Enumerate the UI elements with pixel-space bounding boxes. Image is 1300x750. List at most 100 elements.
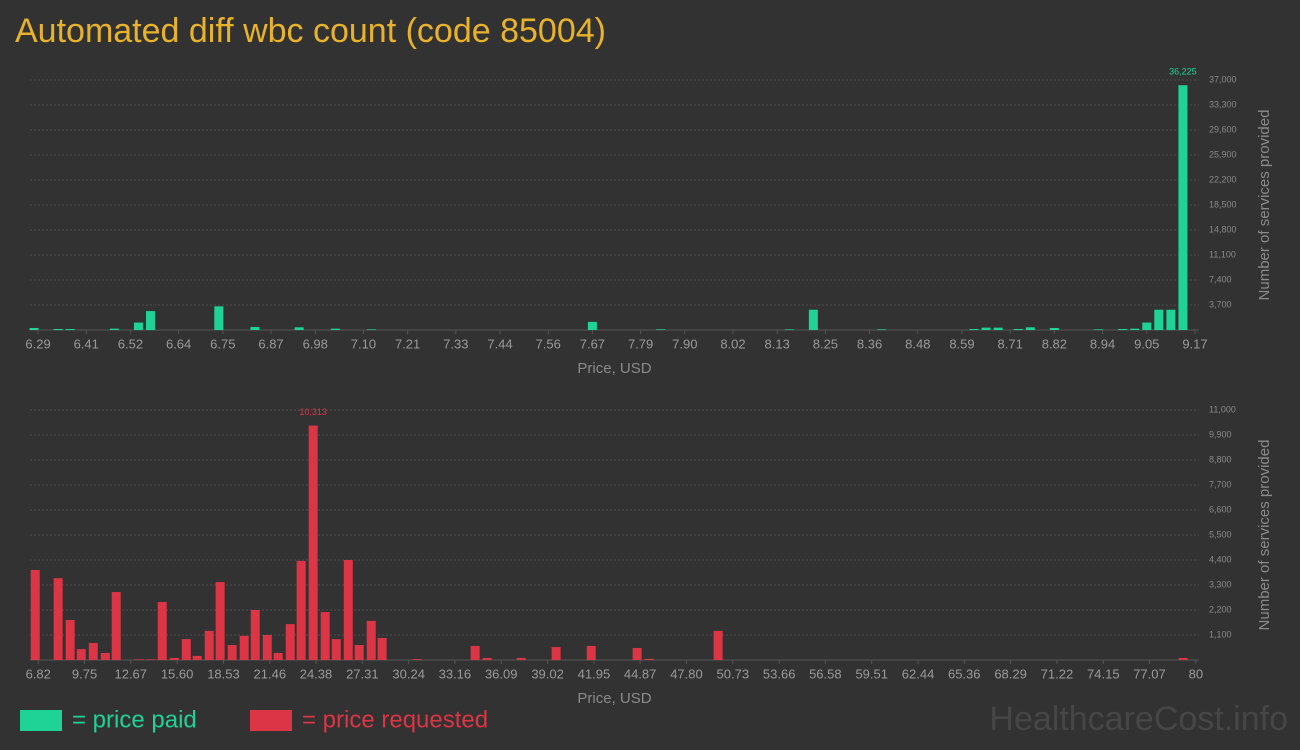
bar — [169, 657, 179, 660]
x-tick-label: 7.79 — [628, 336, 653, 351]
bar — [330, 328, 340, 330]
y-tick-label: 11,000 — [1209, 404, 1236, 414]
x-tick-label: 8.25 — [813, 336, 838, 351]
bar — [181, 639, 191, 660]
bar — [1049, 327, 1059, 330]
x-tick-label: 6.87 — [258, 336, 283, 351]
x-tick-label: 7.44 — [487, 336, 512, 351]
bar — [214, 306, 224, 330]
legend-label: = price paid — [72, 706, 197, 733]
bar — [1178, 657, 1188, 660]
x-tick-label: 36.09 — [485, 666, 518, 681]
bar — [1166, 309, 1176, 330]
bar — [1094, 329, 1104, 330]
bar — [1178, 85, 1188, 331]
x-tick-label: 12.67 — [114, 666, 147, 681]
bar — [30, 570, 40, 660]
x-tick-label: 8.13 — [765, 336, 790, 351]
bar — [366, 329, 376, 330]
chart-title: Automated diff wbc count (code 85004) — [15, 12, 606, 50]
y-tick-label: 33,300 — [1209, 99, 1237, 109]
bar — [877, 329, 887, 330]
bar — [1118, 328, 1128, 330]
bar — [377, 637, 387, 660]
x-tick-label: 15.60 — [161, 666, 194, 681]
bar — [1142, 322, 1152, 330]
bar — [993, 327, 1003, 330]
x-tick-label: 7.10 — [351, 336, 376, 351]
bar — [784, 329, 794, 330]
x-tick-label: 77.07 — [1133, 666, 1166, 681]
y-tick-label: 8,800 — [1209, 454, 1232, 464]
x-tick-label: 30.24 — [392, 666, 425, 681]
bar — [76, 649, 86, 660]
value-label: 10,313 — [299, 407, 327, 417]
bar — [551, 647, 561, 660]
x-tick-label: 24.38 — [300, 666, 333, 681]
y-tick-label: 22,200 — [1209, 174, 1237, 184]
y-tick-label: 2,200 — [1209, 604, 1232, 614]
bar — [65, 328, 75, 330]
bar — [587, 321, 597, 330]
x-axis-title: Price, USD — [577, 690, 651, 707]
x-tick-label: 33.16 — [439, 666, 472, 681]
bar — [470, 645, 480, 660]
bar — [53, 578, 63, 660]
x-tick-label: 9.75 — [72, 666, 97, 681]
bar — [969, 328, 979, 330]
y-tick-label: 3,700 — [1209, 299, 1232, 309]
bar — [29, 327, 39, 330]
bar — [1130, 328, 1140, 330]
x-tick-label: 7.56 — [536, 336, 561, 351]
y-tick-label: 7,400 — [1209, 274, 1232, 284]
bar — [354, 645, 364, 660]
bar — [713, 630, 723, 660]
bar — [133, 322, 143, 330]
y-tick-label: 7,700 — [1209, 479, 1232, 489]
y-axis-title: Number of services provided — [1256, 440, 1273, 631]
bar — [88, 642, 98, 660]
x-tick-label: 7.67 — [580, 336, 605, 351]
x-tick-label: 6.41 — [74, 336, 99, 351]
y-tick-label: 25,900 — [1209, 149, 1237, 159]
x-tick-label: 71.22 — [1041, 666, 1074, 681]
x-tick-label: 56.58 — [809, 666, 842, 681]
bar — [157, 602, 167, 660]
x-tick-label: 9.05 — [1134, 336, 1159, 351]
y-tick-label: 5,500 — [1209, 529, 1232, 539]
x-tick-label: 6.98 — [303, 336, 328, 351]
x-tick-label: 7.90 — [672, 336, 697, 351]
bar — [320, 612, 330, 660]
x-tick-label: 80 — [1189, 666, 1203, 681]
x-tick-label: 6.52 — [118, 336, 143, 351]
bar — [656, 329, 666, 330]
bar — [100, 652, 110, 660]
bar — [294, 327, 304, 330]
bar — [1025, 327, 1035, 330]
y-tick-label: 6,600 — [1209, 504, 1232, 514]
bar — [227, 645, 237, 660]
x-tick-label: 21.46 — [254, 666, 287, 681]
x-tick-label: 74.15 — [1087, 666, 1120, 681]
x-tick-label: 41.95 — [578, 666, 611, 681]
bar — [632, 647, 642, 660]
x-tick-label: 18.53 — [207, 666, 240, 681]
bar — [366, 620, 376, 660]
bar — [1154, 309, 1164, 330]
bar — [192, 655, 202, 660]
y-tick-label: 1,100 — [1209, 629, 1232, 639]
x-tick-label: 44.87 — [624, 666, 657, 681]
x-tick-label: 62.44 — [902, 666, 935, 681]
x-tick-label: 8.94 — [1090, 336, 1115, 351]
bar — [343, 560, 353, 660]
bar — [109, 328, 119, 330]
bar — [204, 630, 214, 660]
bar — [586, 645, 596, 660]
bar — [262, 635, 272, 660]
y-tick-label: 29,600 — [1209, 124, 1237, 134]
x-tick-label: 8.02 — [720, 336, 745, 351]
y-tick-label: 9,900 — [1209, 429, 1232, 439]
x-tick-label: 59.51 — [855, 666, 888, 681]
